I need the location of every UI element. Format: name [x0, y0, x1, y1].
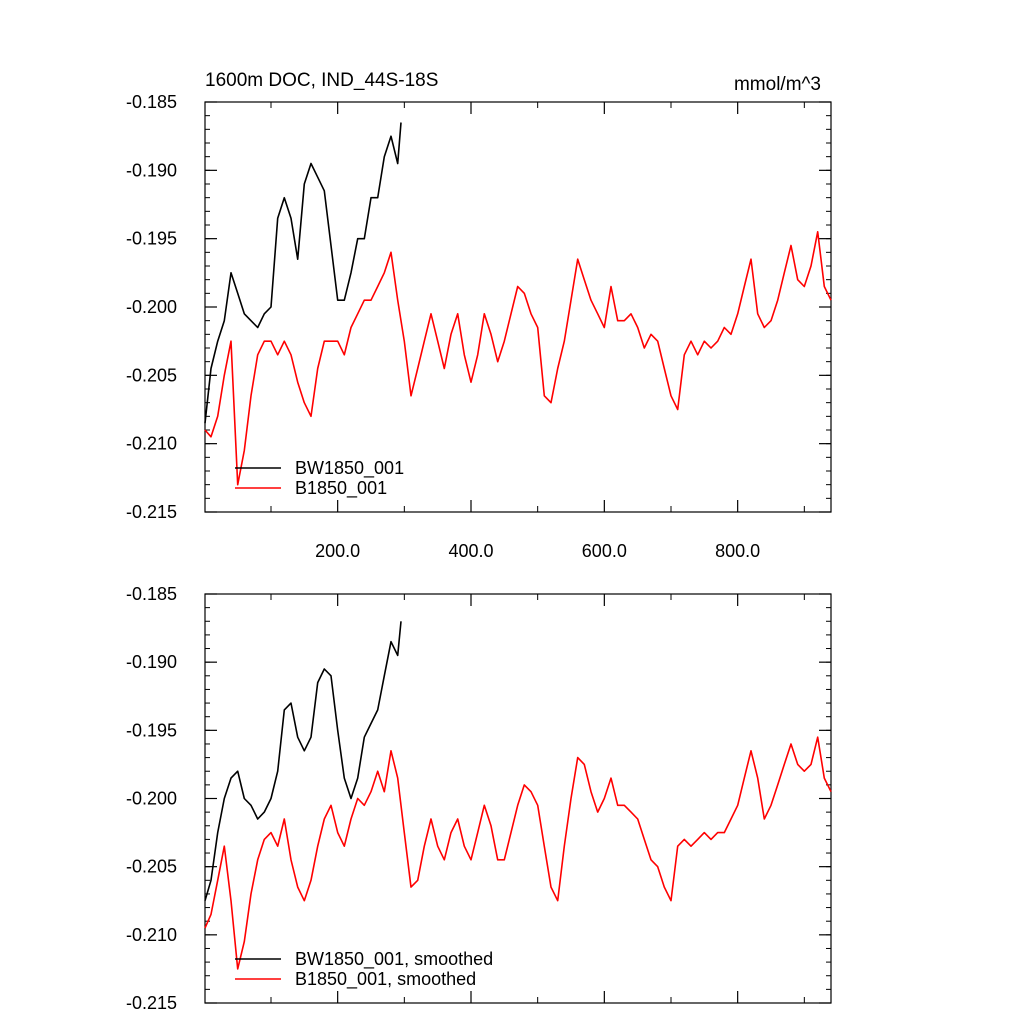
units-label: mmol/m^3 — [734, 74, 821, 95]
panel1-x-tick-label: 200.0 — [315, 541, 360, 561]
panel2-y-tick-label: -0.200 — [126, 789, 177, 809]
panel1-y-tick-label: -0.210 — [126, 434, 177, 454]
panel2-y-tick-label: -0.215 — [126, 993, 177, 1013]
panel1-y-tick-label: -0.200 — [126, 297, 177, 317]
panel1-frame — [204, 101, 832, 513]
panel2-series-line-1 — [204, 621, 402, 901]
panel1-legend-label-2: B1850_001 — [295, 478, 387, 499]
panel2-y-tick-label: -0.205 — [126, 857, 177, 877]
panel1-y-tick-label: -0.215 — [126, 502, 177, 522]
panel2-y-tick-label: -0.190 — [126, 652, 177, 672]
panel1-x-tick-label: 800.0 — [715, 541, 760, 561]
panel1-x-tick-label: 400.0 — [448, 541, 493, 561]
panel1-y-tick-label: -0.185 — [126, 92, 177, 112]
panel1-legend-label-1: BW1850_001 — [295, 458, 404, 479]
panel2-y-tick-label: -0.185 — [126, 584, 177, 604]
panel2-series-line-2 — [204, 736, 832, 970]
panel2-frame — [204, 593, 832, 1004]
panel1-x-tick-label: 600.0 — [582, 541, 627, 561]
panel1-y-tick-label: -0.190 — [126, 160, 177, 180]
panel1-y-tick-label: -0.195 — [126, 229, 177, 249]
panel1-y-tick-label: -0.205 — [126, 365, 177, 385]
panel2-legend-label-1: BW1850_001, smoothed — [295, 949, 493, 970]
panel2-y-tick-label: -0.195 — [126, 720, 177, 740]
panel2-legend-label-2: B1850_001, smoothed — [295, 969, 476, 990]
chart-title: 1600m DOC, IND_44S-18S — [205, 70, 438, 91]
panel2-y-tick-label: -0.210 — [126, 925, 177, 945]
panel1-series-line-1 — [204, 122, 402, 424]
panel1-series-line-2 — [204, 231, 832, 486]
